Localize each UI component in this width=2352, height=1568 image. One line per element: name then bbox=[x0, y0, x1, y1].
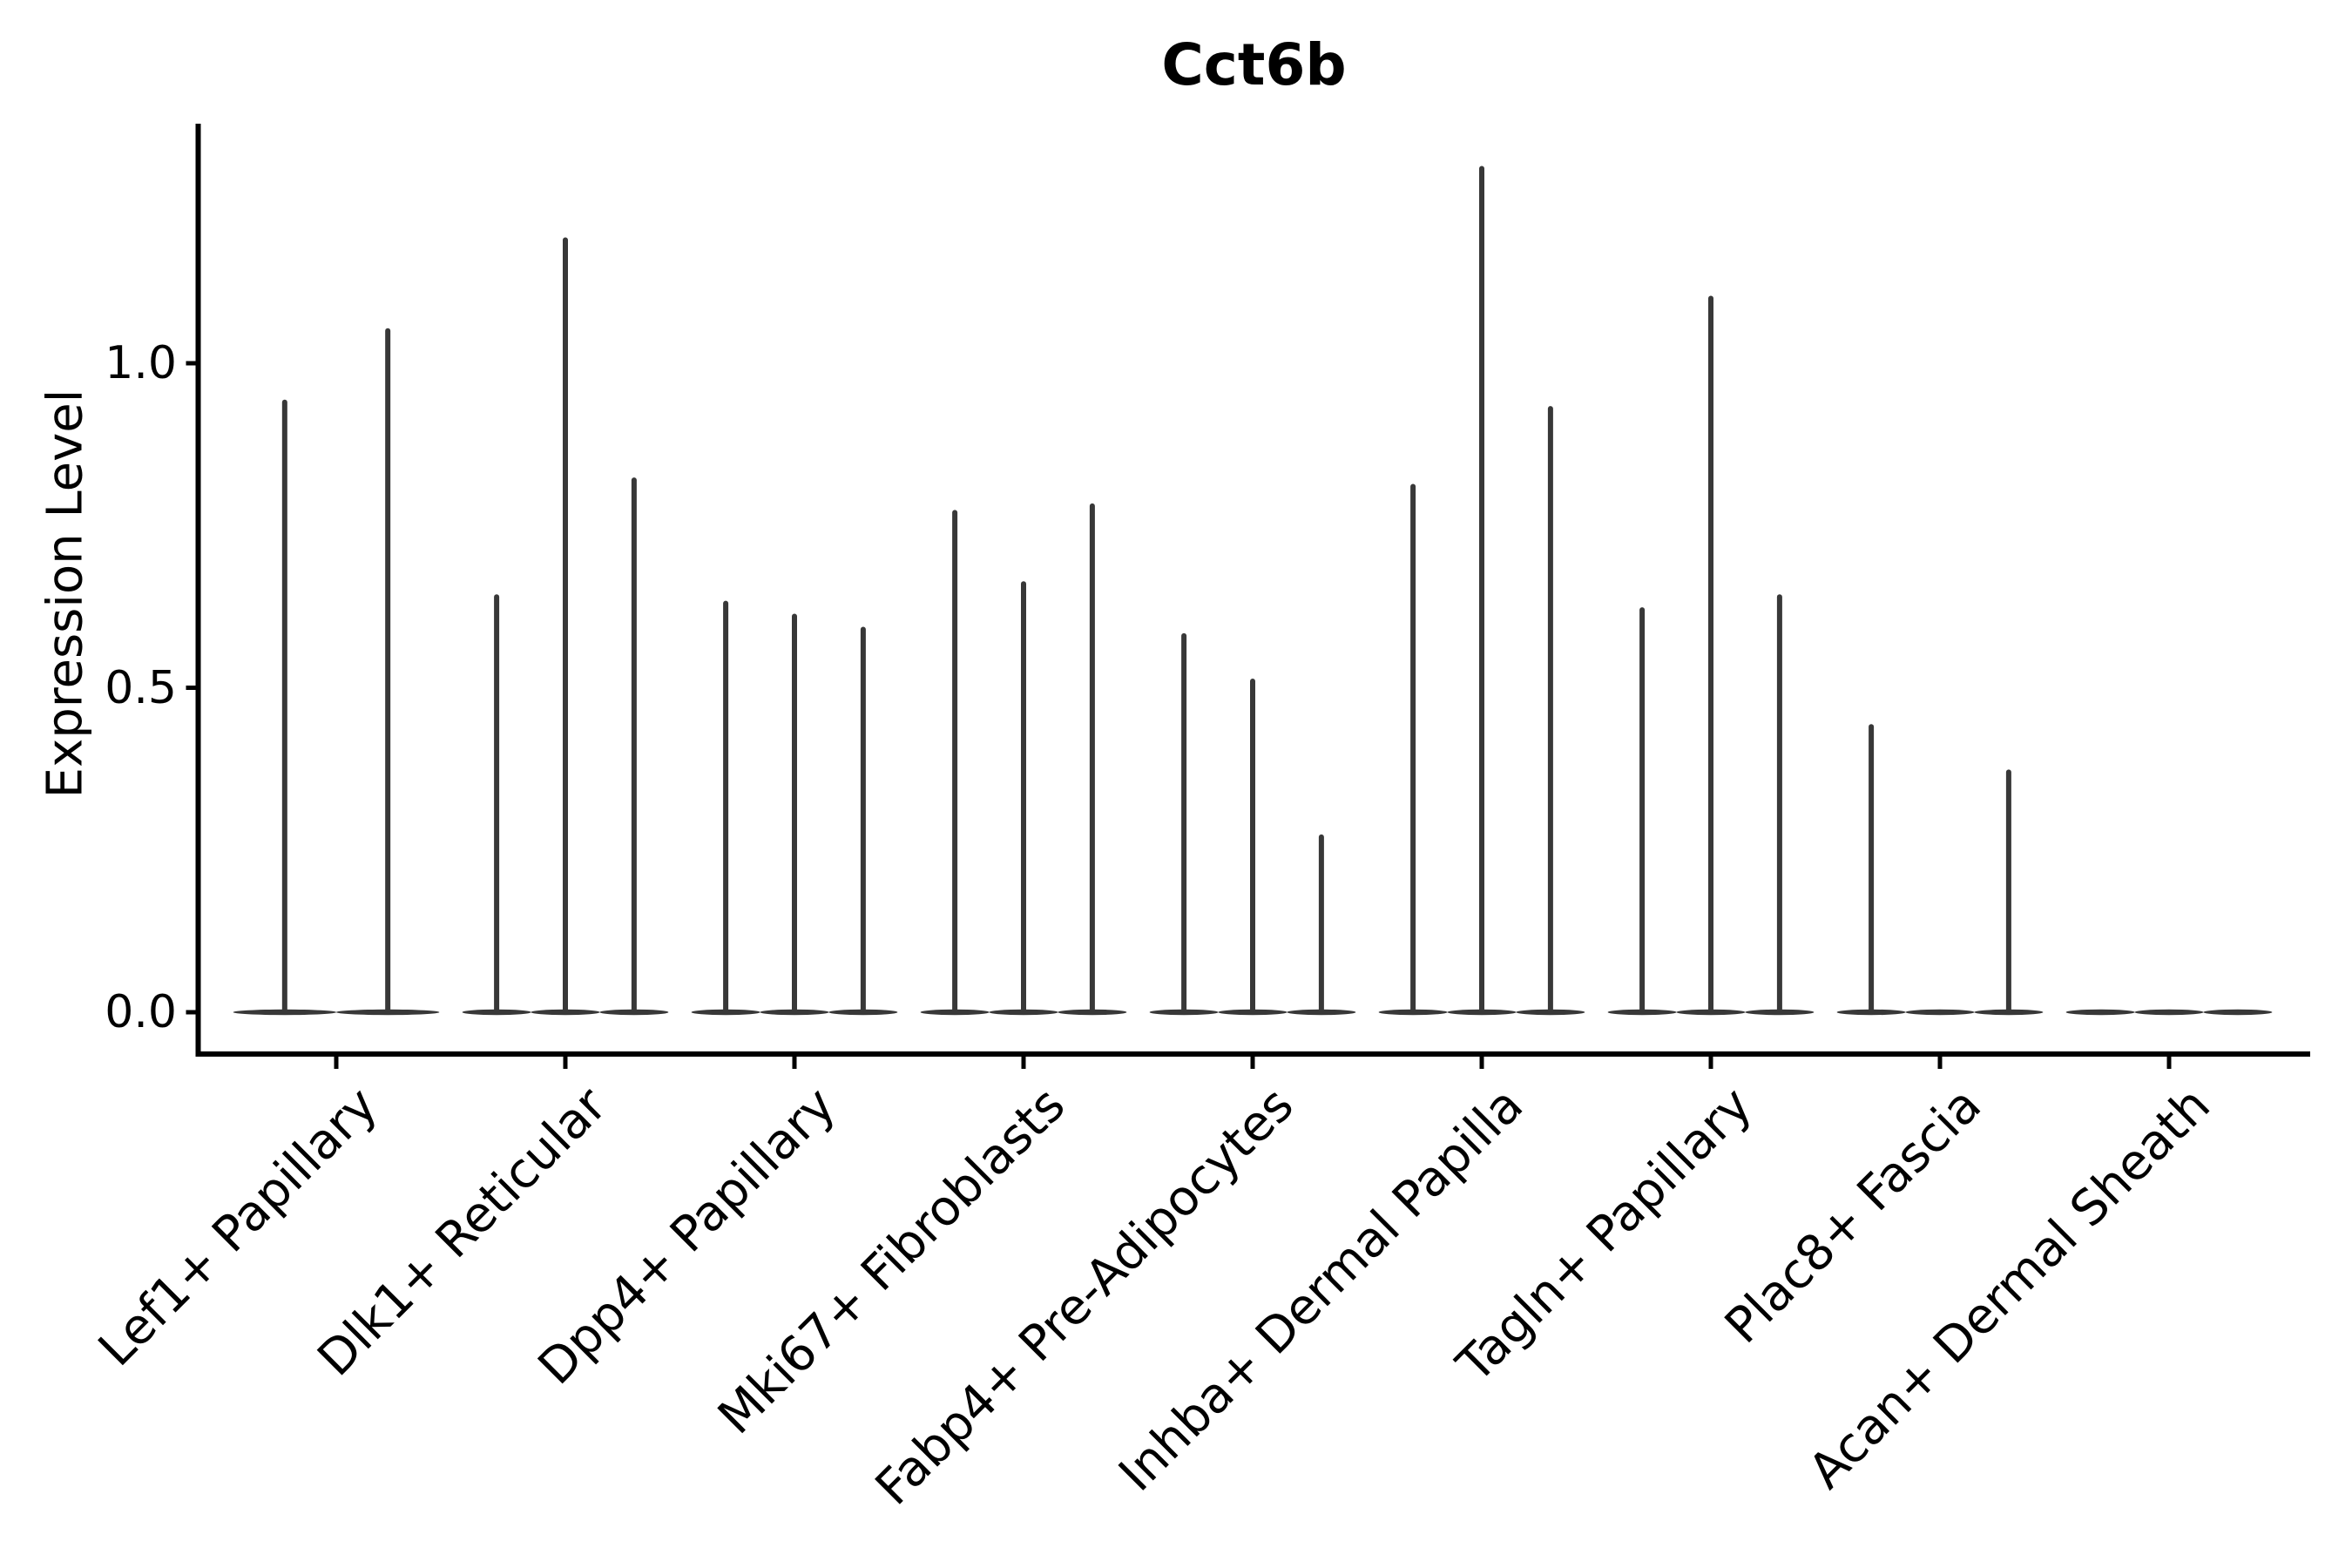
violin-body bbox=[2203, 1009, 2273, 1016]
violin-body bbox=[2134, 1009, 2204, 1016]
y-tick-label-0.5: 0.5 bbox=[105, 661, 177, 714]
violin-body bbox=[2065, 1009, 2135, 1016]
chart-title: Cct6b bbox=[1161, 31, 1347, 98]
y-tick-label-1.0: 1.0 bbox=[105, 337, 177, 389]
y-axis-label: Expression Level bbox=[37, 389, 94, 799]
violin-body bbox=[1905, 1009, 1975, 1016]
y-tick-label-0.0: 0.0 bbox=[105, 986, 177, 1038]
